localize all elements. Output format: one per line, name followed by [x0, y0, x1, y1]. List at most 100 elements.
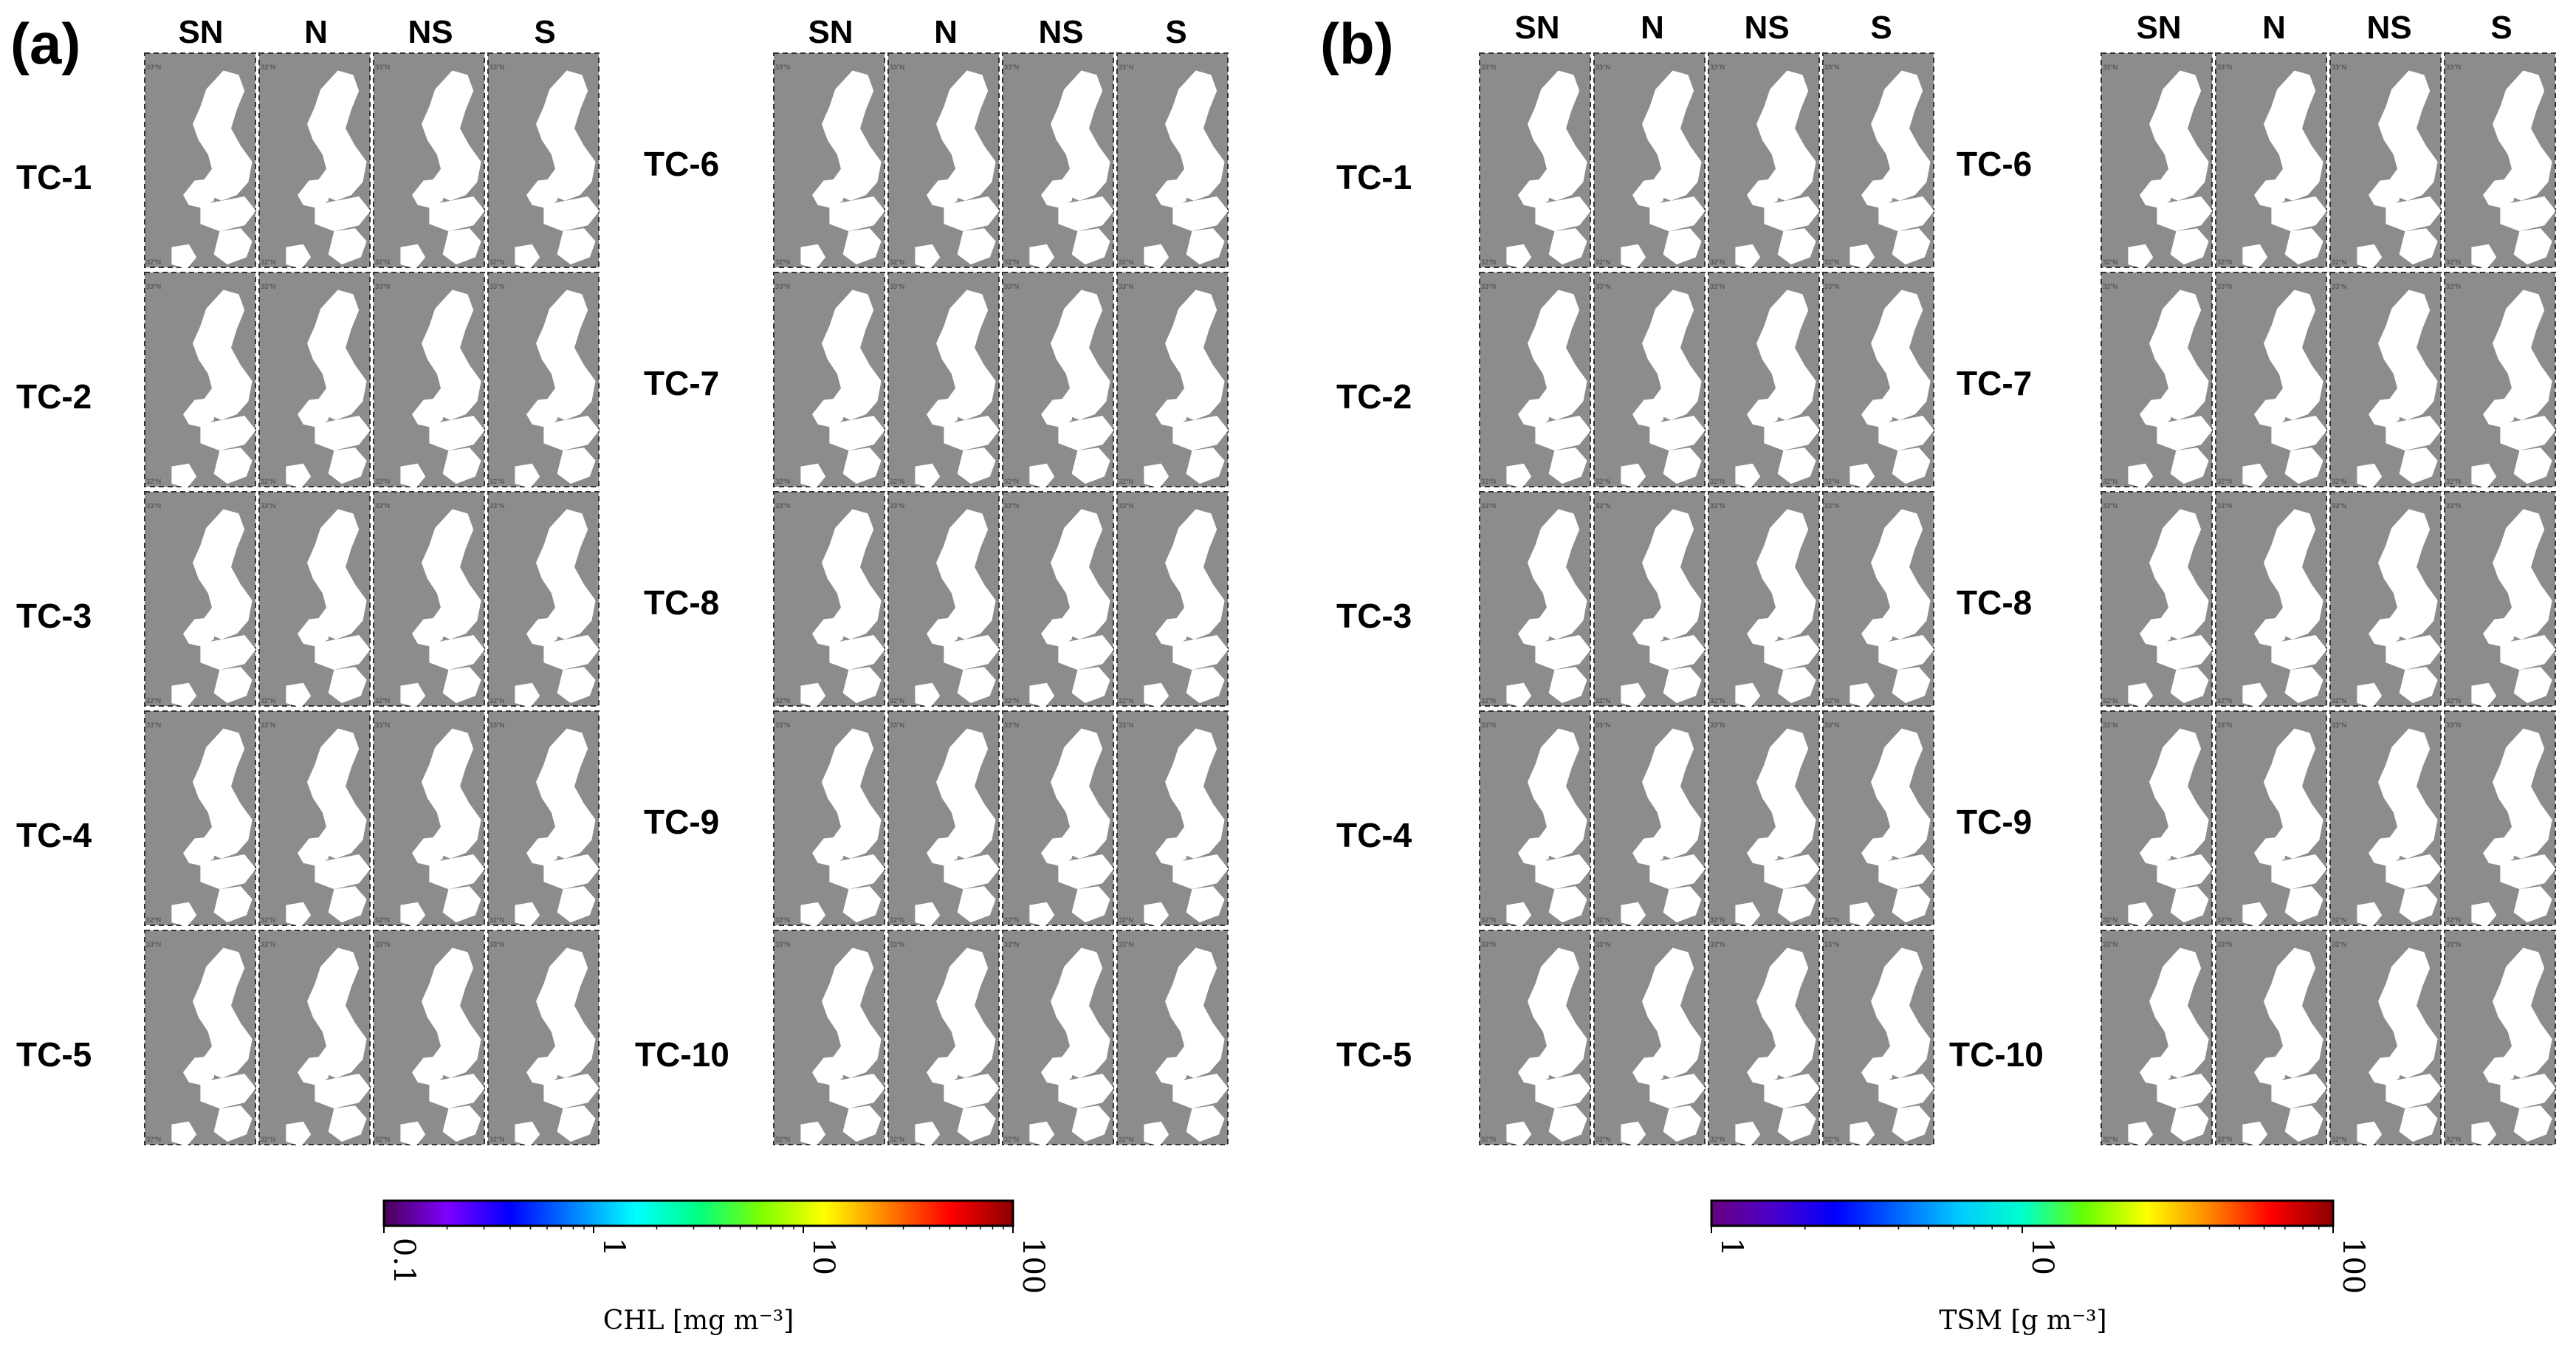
map-cell-tc-9-ns: 33°N 32°N — [2329, 710, 2442, 927]
panel-b-row-tc1: TC-1 — [1336, 158, 1412, 196]
panel-b-row-tc2: TC-2 — [1336, 377, 1412, 416]
lat-tick-label: 33°N — [1119, 64, 1133, 71]
lon-tick-label: 32°N — [1481, 916, 1496, 924]
lon-tick-label: 32°N — [261, 697, 275, 704]
colorbar-tick-label: 10 — [806, 1238, 840, 1275]
lat-tick-label: 33°N — [375, 941, 390, 948]
panel-b-row-tc7: TC-7 — [1957, 364, 2032, 402]
map-cell-tc-9-ns: 33°N 32°N — [1002, 710, 1114, 927]
lon-tick-label: 32°N — [2446, 697, 2461, 704]
lat-tick-label: 33°N — [2446, 283, 2461, 290]
lat-tick-label: 33°N — [375, 502, 390, 510]
lon-tick-label: 32°N — [2446, 478, 2461, 485]
lon-tick-label: 32°N — [490, 697, 504, 704]
map-cell-tc-7-n: 33°N 32°N — [887, 272, 1000, 489]
lat-tick-label: 33°N — [1596, 721, 1610, 729]
panel-a-right-col-s: S — [1165, 14, 1186, 50]
lat-tick-label: 33°N — [1481, 64, 1496, 71]
panel-b-colorbar: 1 10 100 TSM [g m⁻³] — [1710, 1199, 2370, 1336]
lat-tick-label: 33°N — [2217, 64, 2232, 71]
map-cell-tc-2-n: 33°N 32°N — [258, 272, 371, 489]
lat-tick-label: 33°N — [490, 64, 504, 71]
lon-tick-label: 32°N — [261, 916, 275, 924]
lat-tick-label: 33°N — [1824, 502, 1839, 510]
panel-a-chl: (a) SN N NS S SN N NS S TC-1 TC-2 TC-3 T… — [10, 11, 1229, 1336]
map-cell-tc-3-sn: 33°N 32°N — [144, 491, 256, 708]
lat-tick-label: 33°N — [146, 283, 161, 290]
lon-tick-label: 32°N — [1596, 258, 1610, 266]
lon-tick-label: 32°N — [1481, 258, 1496, 266]
colorbar-tick-label: 10 — [2025, 1238, 2059, 1275]
lon-tick-label: 32°N — [1481, 1136, 1496, 1143]
map-cell-tc-4-s: 33°N 32°N — [487, 710, 600, 927]
lon-tick-label: 32°N — [2332, 697, 2346, 704]
map-cell-tc-10-n: 33°N 32°N — [2215, 930, 2327, 1147]
lon-tick-label: 32°N — [1004, 697, 1019, 704]
lat-tick-label: 33°N — [261, 64, 275, 71]
map-cell-tc-5-ns: 33°N 32°N — [373, 930, 485, 1147]
lat-tick-label: 33°N — [2103, 941, 2118, 948]
map-cell-tc-1-ns: 33°N 32°N — [1708, 52, 1820, 270]
map-cell-tc-1-sn: 33°N 32°N — [144, 52, 256, 270]
panel-a-row-tc7: TC-7 — [644, 364, 719, 402]
lat-tick-label: 33°N — [2446, 64, 2461, 71]
map-cell-tc-10-sn: 33°N 32°N — [773, 930, 885, 1147]
map-cell-tc-3-s: 33°N 32°N — [487, 491, 600, 708]
lon-tick-label: 32°N — [775, 916, 790, 924]
lon-tick-label: 32°N — [146, 478, 161, 485]
colorbar-tick-label: 0.1 — [387, 1238, 421, 1285]
map-cell-tc-5-n: 33°N 32°N — [1593, 930, 1706, 1147]
lat-tick-label: 33°N — [1710, 283, 1725, 290]
panel-a-right-col-sn: SN — [808, 14, 853, 50]
panel-a-map-grid: 33°N 32°N 33°N 32°N 33°N 32°N 33°N 32°N 33°N 32°N… — [144, 52, 1229, 1147]
map-cell-tc-2-s: 33°N 32°N — [1822, 272, 1934, 489]
map-cell-tc-8-ns: 33°N 32°N — [1002, 491, 1114, 708]
map-cell-tc-2-sn: 33°N 32°N — [144, 272, 256, 489]
map-cell-tc-1-n: 33°N 32°N — [258, 52, 371, 270]
lon-tick-label: 32°N — [1710, 1136, 1725, 1143]
lon-tick-label: 32°N — [1596, 916, 1610, 924]
map-cell-tc-9-n: 33°N 32°N — [887, 710, 1000, 927]
map-cell-tc-5-n: 33°N 32°N — [258, 930, 371, 1147]
panel-b-row-tc4: TC-4 — [1336, 816, 1412, 854]
lat-tick-label: 33°N — [2332, 283, 2346, 290]
lon-tick-label: 32°N — [2446, 1136, 2461, 1143]
lon-tick-label: 32°N — [375, 258, 390, 266]
lat-tick-label: 33°N — [1824, 283, 1839, 290]
map-cell-tc-10-s: 33°N 32°N — [1116, 930, 1229, 1147]
map-cell-tc-4-sn: 33°N 32°N — [1479, 710, 1591, 927]
map-cell-tc-6-n: 33°N 32°N — [887, 52, 1000, 270]
lon-tick-label: 32°N — [1004, 478, 1019, 485]
map-cell-tc-7-ns: 33°N 32°N — [2329, 272, 2442, 489]
lon-tick-label: 32°N — [1596, 1136, 1610, 1143]
map-cell-tc-1-s: 33°N 32°N — [487, 52, 600, 270]
lat-tick-label: 33°N — [1481, 941, 1496, 948]
lat-tick-label: 33°N — [1481, 721, 1496, 729]
lon-tick-label: 32°N — [1119, 1136, 1133, 1143]
lat-tick-label: 33°N — [1596, 941, 1610, 948]
panel-b-right-column-labels: SN N NS S — [2136, 10, 2512, 46]
colorbar-tick-label: 100 — [2336, 1238, 2370, 1294]
lon-tick-label: 32°N — [375, 916, 390, 924]
lon-tick-label: 32°N — [1119, 258, 1133, 266]
map-cell-tc-3-n: 33°N 32°N — [1593, 491, 1706, 708]
map-cell-tc-2-sn: 33°N 32°N — [1479, 272, 1591, 489]
map-cell-tc-4-s: 33°N 32°N — [1822, 710, 1934, 927]
lat-tick-label: 33°N — [2446, 502, 2461, 510]
panel-b-right-col-n: N — [2262, 10, 2286, 46]
panel-a-left-col-ns: NS — [408, 14, 453, 50]
lat-tick-label: 33°N — [775, 283, 790, 290]
lon-tick-label: 32°N — [1004, 1136, 1019, 1143]
panel-a-colorbar: 0.1 1 10 100 CHL [mg m⁻³] — [382, 1199, 1050, 1336]
map-cell-tc-6-n: 33°N 32°N — [2215, 52, 2327, 270]
map-cell-tc-6-ns: 33°N 32°N — [2329, 52, 2442, 270]
panel-b-right-col-s: S — [2490, 10, 2512, 46]
panel-b-row-tc3: TC-3 — [1336, 597, 1412, 635]
lon-tick-label: 32°N — [2217, 258, 2232, 266]
lon-tick-label: 32°N — [2446, 916, 2461, 924]
lon-tick-label: 32°N — [490, 258, 504, 266]
lon-tick-label: 32°N — [1004, 916, 1019, 924]
lat-tick-label: 33°N — [261, 941, 275, 948]
map-cell-tc-1-sn: 33°N 32°N — [1479, 52, 1591, 270]
panel-b-colorbar-bar — [1710, 1199, 2335, 1227]
